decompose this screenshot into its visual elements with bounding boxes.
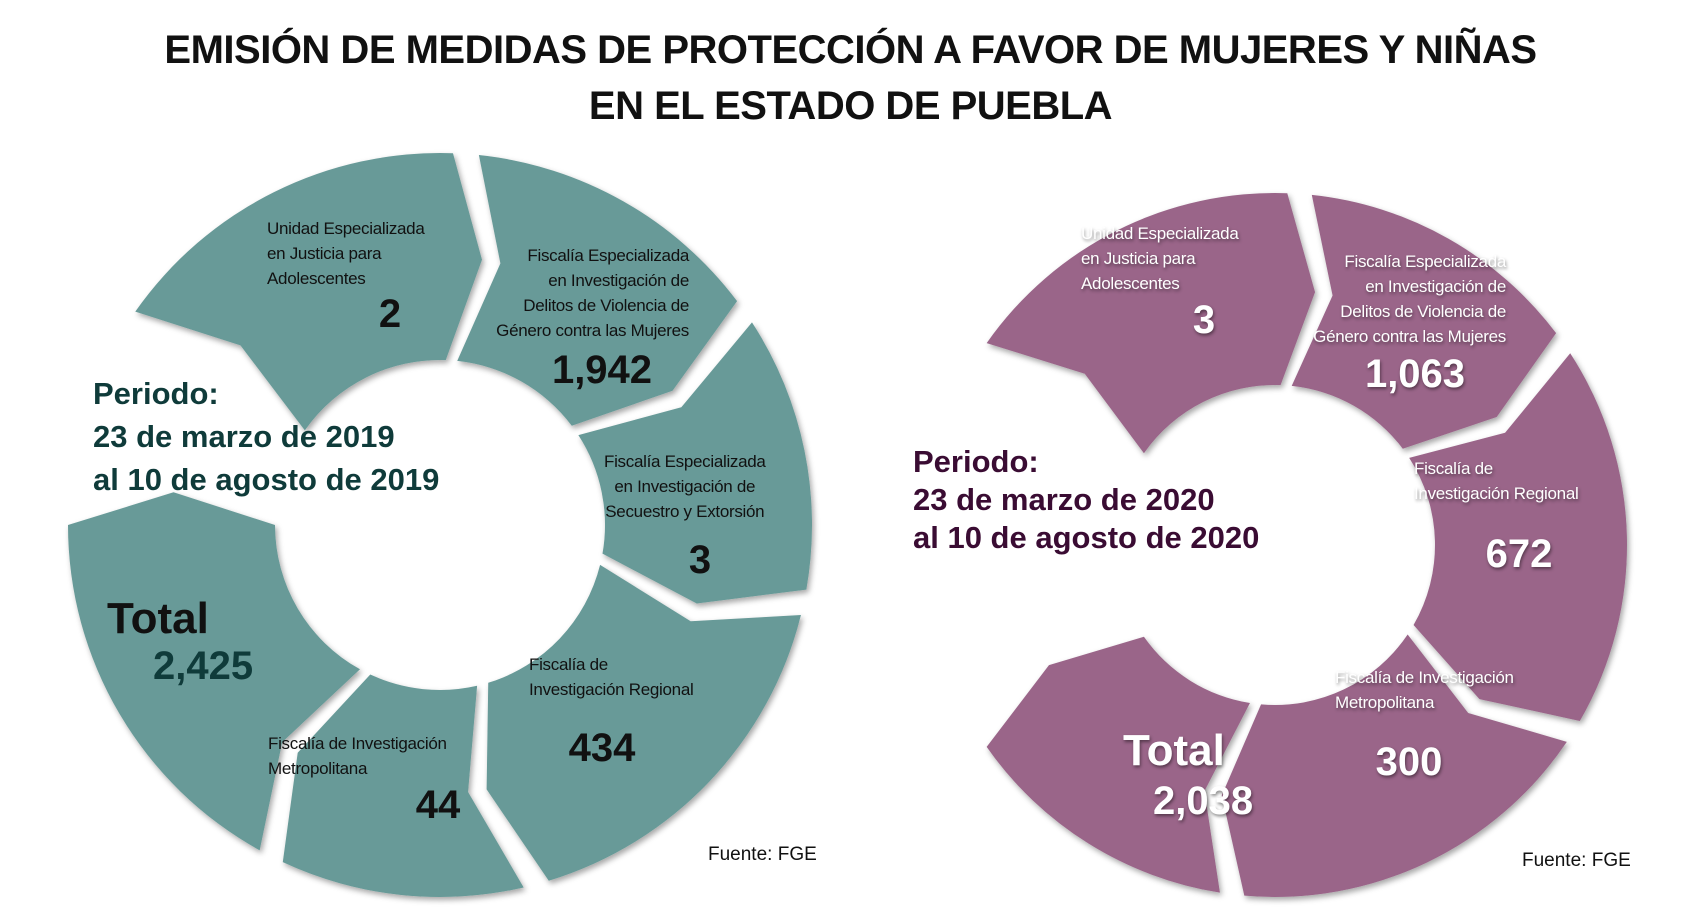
total-label: Total bbox=[107, 594, 209, 643]
segment-value-unidad-adolescentes: 2 bbox=[378, 292, 402, 336]
label-line: Fiscalía Especializada bbox=[1344, 252, 1506, 271]
label-line: Adolescentes bbox=[267, 269, 366, 288]
period-end: al 10 de agosto de 2019 bbox=[93, 462, 440, 497]
segment-label-secuestro: Fiscalía Especializada en Investigación … bbox=[604, 449, 766, 524]
segment-value-regional: 434 bbox=[568, 726, 636, 770]
label-line: en Justicia para bbox=[1081, 249, 1196, 268]
segment-label-metropolitana: Fiscalía de Investigación Metropolitana bbox=[268, 731, 447, 781]
period-label: Periodo: bbox=[913, 444, 1039, 479]
label-line: Secuestro y Extorsión bbox=[605, 502, 765, 521]
label-line: Delitos de Violencia de bbox=[1340, 302, 1506, 321]
period-2019: Periodo: 23 de marzo de 2019 al 10 de ag… bbox=[93, 372, 439, 501]
label-line: Fiscalía Especializada bbox=[527, 246, 689, 265]
label-line: en Investigación de bbox=[1365, 277, 1506, 296]
segment-total bbox=[986, 636, 1250, 893]
label-line: Fiscalía de Investigación bbox=[1335, 668, 1514, 687]
label-line: Fiscalía Especializada bbox=[604, 452, 766, 471]
label-line: Metropolitana bbox=[1335, 693, 1435, 712]
segment-label-regional: Fiscalía de Investigación Regional bbox=[1414, 456, 1579, 506]
segment-label-unidad-adolescentes: Unidad Especializada en Justicia para Ad… bbox=[1081, 221, 1239, 296]
label-line: Fiscalía de bbox=[1414, 459, 1493, 478]
segment-value-metropolitana: 300 bbox=[1375, 740, 1443, 784]
label-line: en Investigación de bbox=[614, 477, 756, 496]
label-line: Delitos de Violencia de bbox=[523, 296, 689, 315]
segment-metropolitana bbox=[282, 674, 524, 897]
segment-value-secuestro: 3 bbox=[688, 538, 712, 582]
source-note: Fuente: FGE bbox=[1522, 850, 1631, 871]
segment-regional bbox=[486, 564, 801, 881]
segment-label-metropolitana: Fiscalía de Investigación Metropolitana bbox=[1335, 665, 1514, 715]
segment-value-violencia-genero: 1,063 bbox=[1364, 352, 1466, 396]
label-line: Unidad Especializada bbox=[267, 219, 425, 238]
segment-value-violencia-genero: 1,942 bbox=[551, 348, 653, 392]
segment-unidad-adolescentes bbox=[986, 193, 1316, 454]
segment-total bbox=[68, 492, 361, 851]
label-line: en Justicia para bbox=[267, 244, 382, 263]
segment-value-regional: 672 bbox=[1485, 532, 1553, 576]
label-line: Investigación Regional bbox=[529, 680, 694, 699]
source-note: Fuente: FGE bbox=[708, 844, 817, 865]
segment-violencia-genero bbox=[1291, 194, 1557, 449]
title-line-1: EMISIÓN DE MEDIDAS DE PROTECCIÓN A FAVOR… bbox=[164, 28, 1537, 72]
total-label: Total bbox=[1123, 726, 1225, 775]
segment-label-regional: Fiscalía de Investigación Regional bbox=[529, 652, 694, 702]
segment-value-unidad-adolescentes: 3 bbox=[1192, 298, 1216, 342]
label-line: Adolescentes bbox=[1081, 274, 1180, 293]
segment-value-metropolitana: 44 bbox=[415, 783, 461, 827]
segment-unidad-adolescentes bbox=[135, 153, 483, 431]
label-line: en Investigación de bbox=[548, 271, 689, 290]
period-label: Periodo: bbox=[93, 376, 219, 411]
segment-regional bbox=[1409, 353, 1628, 721]
title-line-2: EN EL ESTADO DE PUEBLA bbox=[588, 84, 1113, 128]
label-line: Unidad Especializada bbox=[1081, 224, 1239, 243]
label-line: Fiscalía de bbox=[529, 655, 608, 674]
segment-label-violencia-genero: Fiscalía Especializada en Investigación … bbox=[1313, 249, 1506, 349]
period-start: 23 de marzo de 2020 bbox=[913, 482, 1215, 517]
segment-secuestro bbox=[578, 322, 812, 604]
label-line: Género contra las Mujeres bbox=[1313, 327, 1506, 346]
segment-metropolitana bbox=[1221, 634, 1567, 897]
period-end: al 10 de agosto de 2020 bbox=[913, 520, 1260, 555]
total-value: 2,425 bbox=[153, 644, 254, 688]
label-line: Género contra las Mujeres bbox=[496, 321, 689, 340]
segment-label-unidad-adolescentes: Unidad Especializada en Justicia para Ad… bbox=[267, 216, 425, 291]
segment-violencia-genero bbox=[457, 155, 738, 426]
period-2020: Periodo: 23 de marzo de 2020 al 10 de ag… bbox=[913, 443, 1259, 557]
total-value: 2,038 bbox=[1153, 779, 1254, 823]
period-start: 23 de marzo de 2019 bbox=[93, 419, 395, 454]
label-line: Metropolitana bbox=[268, 759, 368, 778]
label-line: Fiscalía de Investigación bbox=[268, 734, 447, 753]
label-line: Investigación Regional bbox=[1414, 484, 1579, 503]
segment-label-violencia-genero: Fiscalía Especializada en Investigación … bbox=[496, 243, 689, 343]
